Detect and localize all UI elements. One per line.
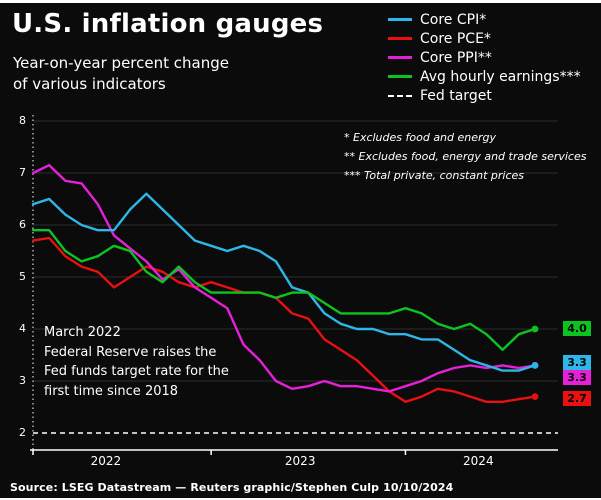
legend-swatch-solid (388, 56, 412, 59)
legend-item: Avg hourly earnings*** (388, 67, 581, 86)
y-tick-label: 7 (19, 166, 26, 179)
chart-title: U.S. inflation gauges (12, 9, 324, 39)
legend-label: Core PCE* (420, 30, 491, 47)
series-end-dot-avg-hourly-earnings (531, 325, 539, 333)
series-end-dot-core-cpi (531, 362, 539, 369)
annotation-line: March 2022 (44, 325, 121, 340)
legend-item: Core CPI* (388, 10, 581, 29)
legend-swatch-solid (388, 18, 412, 21)
series-line-core-pce (31, 236, 537, 403)
legend-label: Avg hourly earnings*** (420, 68, 581, 85)
legend-label: Fed target (420, 87, 492, 104)
y-tick-label: 3 (19, 374, 26, 387)
annotation-line: Federal Reserve raises the (44, 344, 217, 360)
y-tick-label: 6 (19, 218, 26, 231)
series-line-avg-hourly-earnings (31, 228, 537, 351)
footnote-line: ** Excludes food, energy and trade servi… (344, 150, 587, 163)
end-value-label: 3.3 (563, 355, 591, 371)
annotation-line: Fed funds target rate for the (44, 364, 229, 379)
x-year-label: 2023 (284, 454, 316, 468)
footnote-line: * Excludes food and energy (344, 131, 497, 144)
end-value-label: 2.7 (563, 390, 591, 406)
legend-item: Core PCE* (388, 29, 581, 48)
legend-swatch-solid (388, 37, 412, 40)
legend-label: Core CPI* (420, 11, 487, 28)
end-value-label: 4.0 (563, 321, 591, 336)
legend-label: Core PPI** (420, 49, 492, 66)
chart-subtitle-line-2: of various indicators (13, 75, 166, 93)
plot-area (30, 115, 558, 455)
series-end-dot-core-pce (531, 393, 539, 400)
y-tick-label: 2 (19, 426, 26, 439)
footnote-line: *** Total private, constant prices (344, 169, 525, 182)
y-tick-label: 4 (19, 322, 26, 335)
y-tick-label: 8 (19, 114, 26, 127)
legend-item: Fed target (388, 86, 581, 105)
legend-swatch-dashed (388, 94, 412, 97)
end-value-label: 3.3 (563, 370, 591, 386)
series-line-core-ppi (31, 163, 537, 393)
x-year-label: 2022 (90, 454, 122, 468)
legend: Core CPI* Core PCE* Core PPI** Avg hourly e… (388, 10, 581, 105)
chart-subtitle: Year-on-year percent change of various i… (13, 53, 229, 95)
legend-swatch-solid (388, 75, 412, 78)
annotation-line: first time since 2018 (44, 383, 179, 399)
annotation-march-2022: March 2022 Federal Reserve raises the Fed … (44, 323, 229, 401)
series-line-core-cpi (31, 192, 537, 372)
legend-item: Core PPI** (388, 48, 581, 67)
y-tick-label: 5 (19, 270, 26, 283)
x-year-label: 2024 (463, 454, 494, 468)
source-line: Source: LSEG Datastream — Reuters graphi… (10, 481, 454, 494)
chart-subtitle-line-1: Year-on-year percent change (13, 54, 229, 72)
footnotes: * Excludes food and energy ** Excludes fo… (344, 128, 586, 185)
